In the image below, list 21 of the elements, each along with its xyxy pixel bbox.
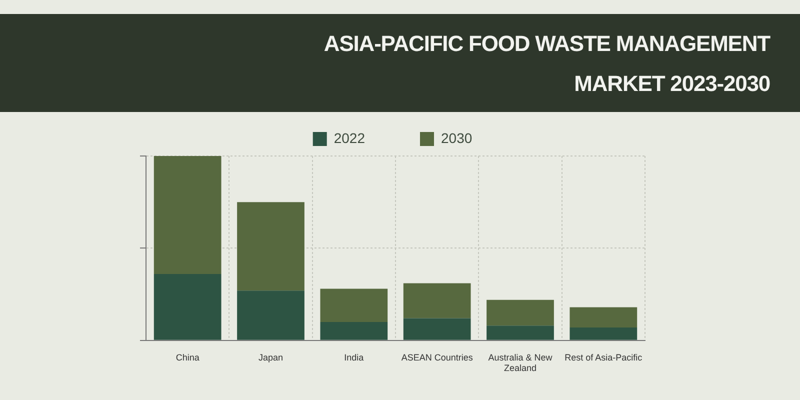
bar xyxy=(570,307,638,328)
x-tick-label: China xyxy=(176,352,200,362)
legend-label: 2022 xyxy=(334,130,366,146)
bar xyxy=(320,322,388,340)
bar xyxy=(486,300,554,326)
bar xyxy=(403,318,471,340)
bar xyxy=(486,326,554,340)
x-tick-label: India xyxy=(344,352,364,362)
x-tick-label: Australia & New Zealand xyxy=(488,352,553,374)
bar xyxy=(403,283,471,318)
x-tick-label: Japan xyxy=(258,352,284,362)
legend-label: 2030 xyxy=(441,130,472,146)
bar xyxy=(320,288,388,322)
x-tick-label: Rest of Asia-Pacific xyxy=(564,352,643,362)
bar xyxy=(570,327,638,340)
bar xyxy=(237,290,304,340)
bar xyxy=(154,274,222,340)
x-tick-label: ASEAN Countries xyxy=(401,352,474,362)
chart-title: ASIA-PACIFIC FOOD WASTE MANAGEMENT MARKET 2023-2030 xyxy=(322,30,770,98)
bar xyxy=(154,156,222,274)
bar xyxy=(237,202,304,291)
